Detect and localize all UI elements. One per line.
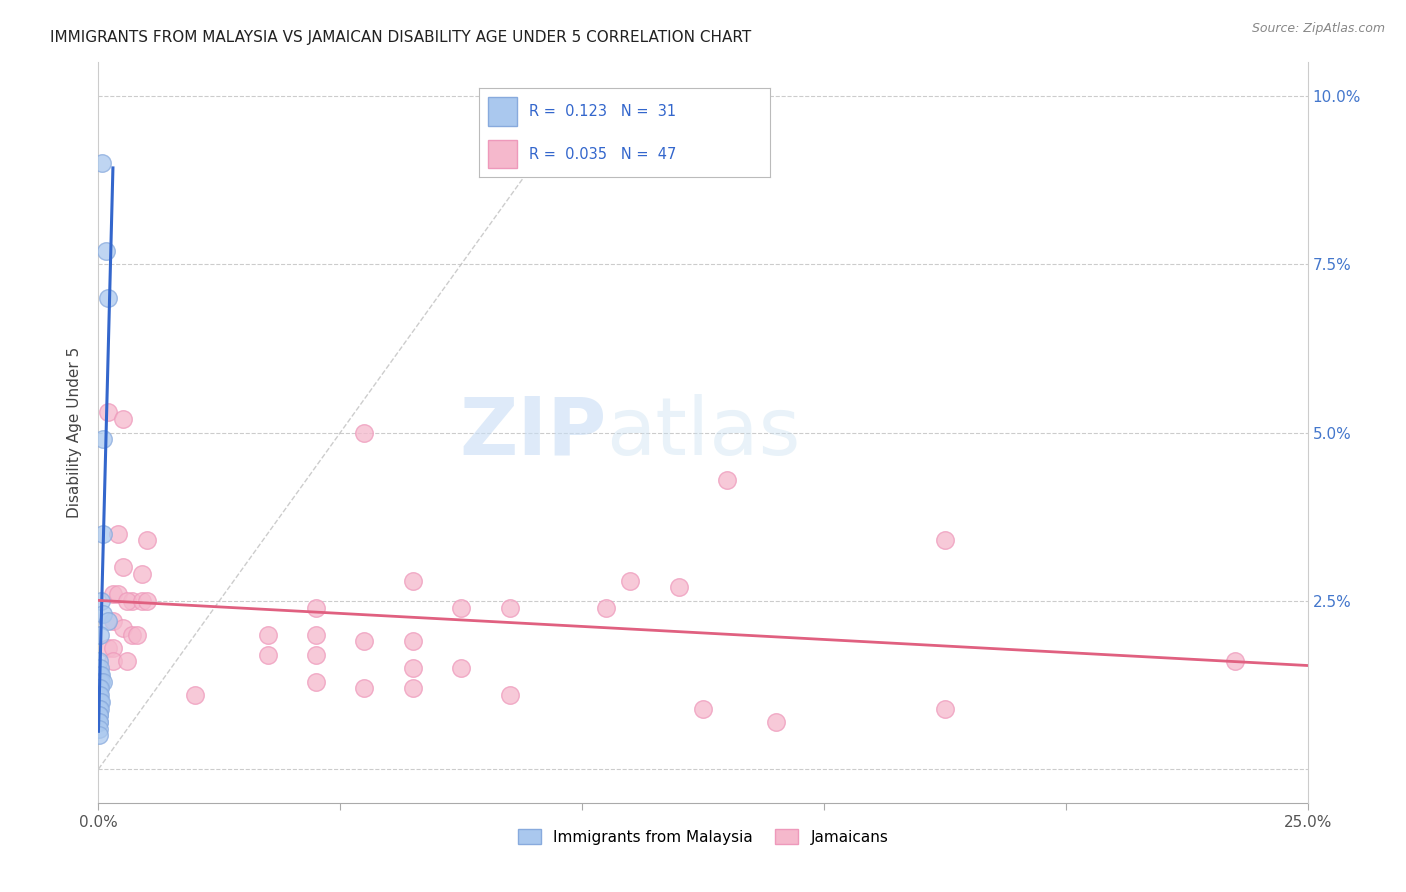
Point: [91, 674, 114, 689]
Point: [89, 674, 111, 689]
Point: [111, 621, 134, 635]
Point: [402, 574, 425, 588]
Point: [107, 587, 129, 601]
Point: [305, 648, 328, 662]
Point: [353, 634, 375, 648]
Point: [89, 655, 111, 669]
Point: [305, 600, 328, 615]
Point: [89, 695, 111, 709]
Point: [91, 433, 114, 447]
Text: IMMIGRANTS FROM MALAYSIA VS JAMAICAN DISABILITY AGE UNDER 5 CORRELATION CHART: IMMIGRANTS FROM MALAYSIA VS JAMAICAN DIS…: [51, 29, 751, 45]
Point: [107, 526, 129, 541]
Point: [127, 627, 149, 641]
Point: [94, 244, 117, 258]
Point: [305, 674, 328, 689]
Point: [91, 156, 114, 170]
Point: [89, 661, 111, 675]
Point: [450, 661, 472, 675]
Y-axis label: Disability Age Under 5: Disability Age Under 5: [67, 347, 83, 518]
Point: [89, 714, 111, 729]
Text: atlas: atlas: [606, 393, 800, 472]
Point: [765, 714, 787, 729]
Legend: Immigrants from Malaysia, Jamaicans: Immigrants from Malaysia, Jamaicans: [512, 822, 894, 851]
Point: [101, 655, 124, 669]
Point: [97, 614, 120, 628]
Point: [305, 627, 328, 641]
Point: [90, 695, 112, 709]
Point: [619, 574, 641, 588]
Point: [91, 526, 114, 541]
Point: [353, 425, 375, 440]
Point: [101, 640, 124, 655]
Point: [121, 627, 143, 641]
Point: [121, 594, 143, 608]
Point: [89, 681, 111, 696]
Point: [89, 688, 111, 702]
Point: [90, 674, 112, 689]
Point: [402, 681, 425, 696]
Point: [89, 627, 111, 641]
Point: [89, 668, 111, 682]
Point: [184, 688, 207, 702]
Point: [89, 681, 111, 696]
Point: [595, 600, 617, 615]
Point: [90, 668, 112, 682]
Point: [450, 600, 472, 615]
Point: [668, 581, 690, 595]
Point: [934, 533, 956, 548]
Point: [90, 594, 112, 608]
Point: [87, 708, 110, 723]
Point: [87, 722, 110, 736]
Point: [498, 600, 520, 615]
Point: [256, 627, 278, 641]
Point: [87, 729, 110, 743]
Point: [131, 566, 153, 581]
Point: [402, 634, 425, 648]
Point: [135, 594, 157, 608]
Point: [1223, 655, 1246, 669]
Point: [89, 688, 111, 702]
Point: [256, 648, 278, 662]
Point: [117, 594, 139, 608]
Point: [716, 473, 738, 487]
Point: [89, 708, 111, 723]
Point: [101, 587, 124, 601]
Point: [97, 405, 120, 419]
Point: [89, 701, 111, 715]
Point: [87, 701, 110, 715]
Point: [498, 688, 520, 702]
Point: [111, 412, 134, 426]
Point: [117, 655, 139, 669]
Point: [934, 701, 956, 715]
Point: [402, 661, 425, 675]
Point: [131, 594, 153, 608]
Point: [111, 560, 134, 574]
Point: [692, 701, 714, 715]
Point: [87, 714, 110, 729]
Point: [101, 614, 124, 628]
Point: [91, 607, 114, 622]
Point: [89, 701, 111, 715]
Text: Source: ZipAtlas.com: Source: ZipAtlas.com: [1251, 22, 1385, 36]
Text: ZIP: ZIP: [458, 393, 606, 472]
Point: [353, 681, 375, 696]
Point: [135, 533, 157, 548]
Point: [97, 291, 120, 305]
Point: [97, 640, 120, 655]
